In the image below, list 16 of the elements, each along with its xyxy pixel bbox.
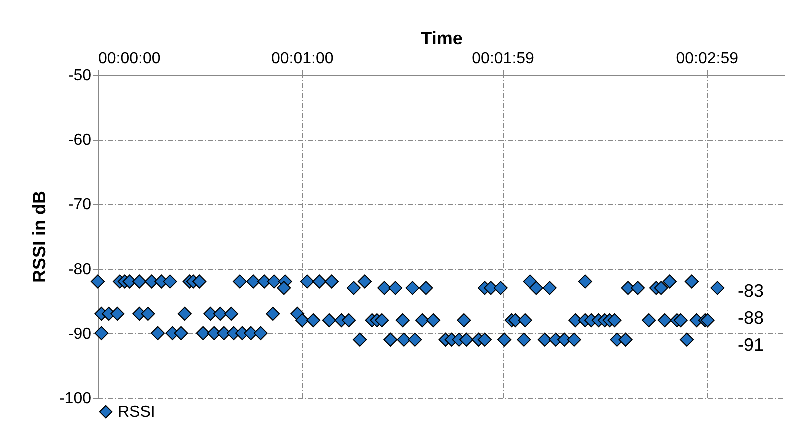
y-tick-label: -90 (68, 326, 92, 343)
y-tick-label: -50 (68, 68, 92, 84)
x-axis-title: Time (421, 28, 463, 48)
y-axis-title: RSSI in dB (29, 190, 50, 284)
x-tick-label: 00:02:59 (676, 50, 739, 68)
y-tick-label: -70 (68, 196, 92, 214)
x-tick-label: 00:00:00 (98, 50, 161, 68)
x-tick-label: 00:01:59 (472, 50, 535, 68)
y-tick-label: -100 (59, 390, 92, 408)
y-tick-label: -60 (68, 132, 92, 150)
legend-label: RSSI (118, 404, 156, 421)
annotation: -88 (738, 308, 764, 328)
y-tick-label: -80 (68, 261, 92, 278)
annotation: -83 (738, 281, 764, 301)
x-tick-label: 00:01:00 (271, 50, 334, 68)
annotation: -91 (738, 335, 764, 355)
